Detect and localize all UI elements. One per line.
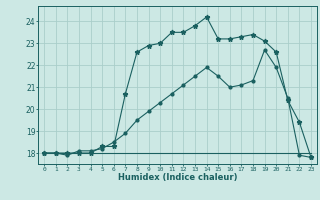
X-axis label: Humidex (Indice chaleur): Humidex (Indice chaleur)	[118, 173, 237, 182]
